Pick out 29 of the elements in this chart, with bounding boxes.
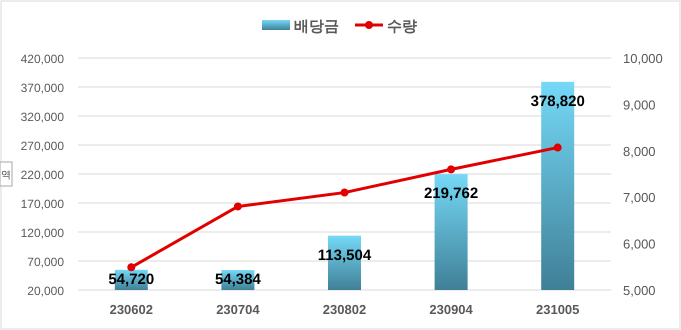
- y2-tick-label: 8,000: [623, 144, 656, 159]
- point: [234, 202, 242, 210]
- x-tick-label: 230904: [429, 302, 474, 317]
- y-tick-label: 220,000: [20, 168, 64, 182]
- point: [127, 263, 136, 272]
- x-tick-label: 230704: [216, 302, 260, 317]
- y-tick-label: 320,000: [20, 110, 64, 124]
- ylabel: 역: [0, 162, 12, 186]
- point: [447, 165, 456, 174]
- y-tick-label: 170,000: [20, 197, 64, 211]
- x-tick-label: 231005: [536, 302, 580, 317]
- y2-tick-label: 6,000: [623, 236, 656, 252]
- legend-label: 수량: [387, 18, 417, 35]
- y-tick-label: 70,000: [27, 255, 64, 269]
- x-tick-label: 230802: [322, 302, 366, 317]
- y-tick-label: 370,000: [20, 81, 64, 95]
- y-axis-title: 역: [1, 170, 11, 181]
- y-tick-label: 120,000: [20, 226, 64, 240]
- y2-tick-label: 9,000: [623, 97, 656, 112]
- y2-tick-label: 5,000: [623, 283, 656, 298]
- y2-tick-label: 10,000: [623, 51, 663, 66]
- point: [340, 188, 348, 197]
- x-tick-label: 230602: [110, 302, 153, 317]
- y-tick-label: 20,000: [27, 284, 64, 298]
- y-tick-label: 270,000: [20, 139, 64, 153]
- point: [554, 144, 562, 152]
- legend-label: 배당금: [294, 18, 339, 35]
- y2-tick-label: 7,000: [623, 190, 656, 206]
- y-tick-label: 420,000: [20, 52, 64, 66]
